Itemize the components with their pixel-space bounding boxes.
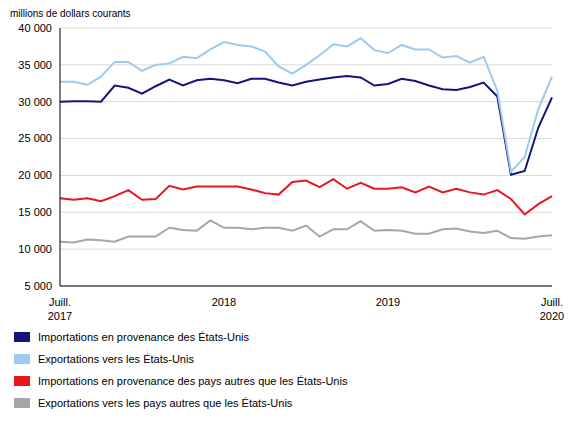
svg-text:40 000: 40 000 — [18, 22, 52, 34]
svg-text:10 000: 10 000 — [18, 243, 52, 255]
html-text:Importations en provenance des: Importations en provenance des États-Uni… — [38, 331, 249, 343]
html-text:Importations en provenance des: Importations en provenance des pays autr… — [38, 375, 348, 387]
svg-text:Juill.2020: Juill.2020 — [540, 296, 564, 322]
svg-text:35 000: 35 000 — [18, 59, 52, 71]
svg-text:Juill.2017: Juill.2017 — [48, 296, 72, 322]
html-text:Exportations vers les pays aut: Exportations vers les pays autres que le… — [38, 397, 293, 409]
svg-text:2018: 2018 — [212, 296, 236, 308]
html-text:millions de dollars courants: millions de dollars courants — [10, 8, 131, 19]
svg-text:2019: 2019 — [376, 296, 400, 308]
svg-text:15 000: 15 000 — [18, 206, 52, 218]
svg-text:20 000: 20 000 — [18, 169, 52, 181]
svg-text:5 000: 5 000 — [24, 280, 52, 292]
html-text:Exportations vers les États-Un: Exportations vers les États-Unis — [38, 353, 194, 365]
svg-text:30 000: 30 000 — [18, 96, 52, 108]
svg-text:25 000: 25 000 — [18, 132, 52, 144]
